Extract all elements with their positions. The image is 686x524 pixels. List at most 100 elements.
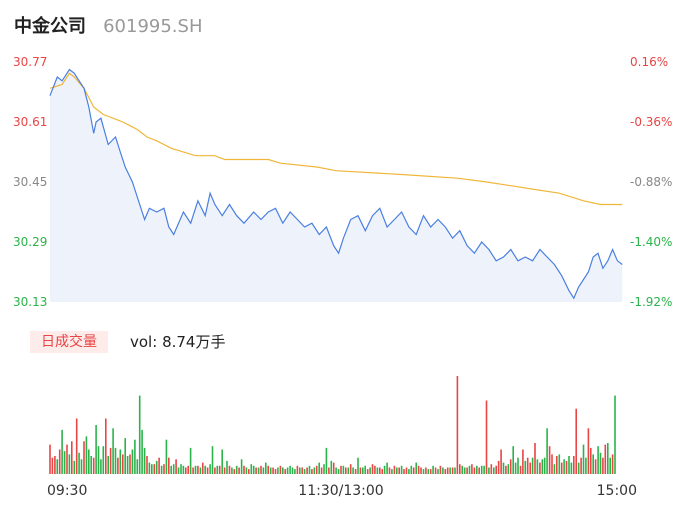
volume-bar (209, 464, 211, 474)
volume-bar (282, 467, 284, 474)
volume-bar (199, 467, 202, 474)
volume-bar (352, 467, 354, 474)
left-axis-tick-label: 30.13 (13, 295, 47, 309)
volume-bar (238, 467, 240, 474)
volume-bar (602, 457, 604, 474)
volume-bar (505, 465, 507, 474)
volume-bar (359, 467, 362, 474)
volume-bar (560, 462, 563, 474)
volume-bar (488, 467, 490, 474)
volume-bar (252, 465, 255, 474)
volume-bar (182, 465, 185, 474)
volume-bar (146, 456, 148, 474)
volume-bar (308, 465, 311, 474)
volume-bar (417, 465, 420, 474)
volume-bar (381, 469, 383, 474)
volume-bars (49, 376, 616, 474)
price-area (50, 69, 623, 302)
volume-bar (609, 457, 611, 474)
volume-bar (143, 447, 146, 474)
volume-bar (509, 459, 512, 474)
volume-bar (614, 395, 616, 474)
volume-bar (558, 454, 561, 474)
volume-bar (432, 465, 434, 474)
volume-bar (92, 457, 95, 474)
volume-bar (277, 467, 279, 474)
volume-bar (405, 467, 408, 474)
volume-bar (466, 467, 468, 474)
volume-label: vol: (130, 333, 158, 351)
volume-bar (243, 465, 245, 474)
left-axis-tick-label: 30.45 (13, 175, 47, 189)
volume-bar (228, 465, 231, 474)
chart-title: 中金公司 601995.SH (14, 12, 203, 38)
volume-bar (318, 462, 320, 474)
volume-bar (512, 446, 514, 474)
volume-bar (422, 469, 425, 474)
volume-bar (611, 454, 614, 474)
volume-bar (396, 467, 398, 474)
volume-bar (168, 457, 170, 474)
time-axis-tick-label: 09:30 (47, 483, 87, 499)
volume-bar (420, 467, 422, 474)
time-axis-tick-label: 15:00 (597, 483, 637, 499)
volume-bar (599, 452, 602, 474)
volume-bar (415, 462, 417, 474)
volume-bar (480, 465, 483, 474)
volume-bar (269, 467, 272, 474)
volume-bar (471, 464, 473, 474)
volume-bar (73, 460, 76, 474)
volume-bar (507, 464, 510, 474)
volume-bar (95, 425, 97, 474)
volume-bar (429, 469, 432, 474)
volume-value: 8.74万手 (162, 333, 226, 351)
volume-bar (306, 467, 308, 474)
volume-bar (155, 460, 158, 474)
volume-bar (303, 469, 306, 474)
right-axis-tick-label: 0.16% (630, 55, 668, 69)
volume-bar (590, 447, 592, 474)
volume-bar (299, 467, 301, 474)
volume-bar (473, 467, 476, 474)
left-axis-tick-label: 30.77 (13, 55, 47, 69)
volume-bar (349, 464, 352, 474)
volume-bar (248, 469, 250, 474)
volume-bar (412, 467, 415, 474)
volume-bar (543, 457, 546, 474)
volume-bar (534, 443, 536, 474)
period-tab-daily-volume[interactable]: 日成交量 (30, 331, 108, 353)
volume-bar (580, 457, 582, 474)
volume-bar (56, 459, 59, 474)
volume-bar (517, 457, 519, 474)
volume-bar (284, 469, 286, 474)
volume-bar (577, 462, 580, 474)
volume-bar (141, 429, 143, 474)
stock-code: 601995.SH (103, 16, 203, 37)
right-axis-tick-label: -0.36% (630, 115, 672, 129)
volume-bar (250, 464, 253, 474)
volume-bar (301, 467, 303, 474)
volume-bar (100, 459, 102, 474)
volume-bar (105, 418, 107, 474)
volume-bar (58, 449, 61, 474)
volume-bar (148, 462, 151, 474)
volume-bar (347, 467, 350, 474)
volume-bar (546, 428, 548, 474)
volume-bar (328, 467, 330, 474)
volume-bar (383, 465, 386, 474)
volume-bar (109, 447, 112, 474)
volume-bar (71, 441, 73, 474)
volume-bar (265, 462, 267, 474)
volume-bar (202, 462, 204, 474)
volume-bar (500, 449, 502, 474)
volume-bar (78, 452, 80, 474)
volume-bar (357, 457, 359, 474)
volume-bar (446, 467, 449, 474)
volume-bar (531, 457, 534, 474)
volume-bar (388, 467, 391, 474)
volume-bar (345, 467, 347, 474)
volume-bar (274, 469, 277, 474)
volume-bar (408, 469, 410, 474)
volume-bar (483, 465, 485, 474)
volume-bar (153, 464, 156, 474)
